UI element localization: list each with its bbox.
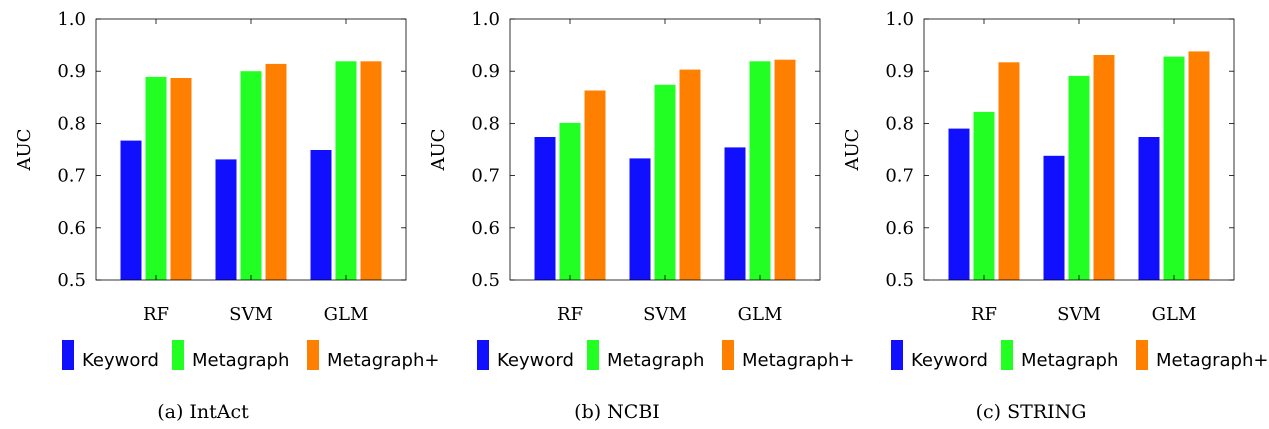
y-tick-label: 1.0 <box>57 9 86 30</box>
bar-rf-metagraph-plus <box>584 90 606 280</box>
legend-swatch <box>1136 340 1148 370</box>
bar-rf-keyword <box>120 140 142 280</box>
bar-rf-metagraph <box>145 76 167 281</box>
y-tick-label: 0.5 <box>885 270 914 291</box>
subfigure-caption: (a) IntAct <box>157 401 249 423</box>
x-tick-label: RF <box>557 304 583 325</box>
legend-swatch <box>172 340 184 370</box>
y-tick-label: 0.7 <box>57 166 86 187</box>
bar-glm-metagraph-plus <box>774 59 796 281</box>
bar-glm-keyword <box>1138 137 1160 280</box>
chart-panel-1: 0.5 0.6 0.7 0.8 0.9 1.0 RF SVM GLM AUC Keyword Meta… <box>14 9 439 423</box>
y-tick-label: 0.9 <box>885 61 914 82</box>
y-tick-label: 0.9 <box>471 61 500 82</box>
bar-svm-keyword <box>1043 155 1065 280</box>
legend-label: Metagraph <box>1021 350 1118 371</box>
y-tick-label: 0.5 <box>471 270 500 291</box>
y-tick-label: 1.0 <box>471 9 500 30</box>
legend-swatch <box>1001 340 1013 370</box>
legend-label: Keyword <box>911 350 988 371</box>
legend: Keyword Metagraph Metagraph+ <box>477 340 854 371</box>
x-tick-label: GLM <box>1152 304 1197 325</box>
bar-rf-metagraph-plus <box>998 62 1020 280</box>
legend-swatch <box>62 340 74 370</box>
legend-label: Metagraph <box>192 350 289 371</box>
bar-rf-metagraph <box>559 122 581 281</box>
legend-label: Keyword <box>82 350 159 371</box>
y-axis-label: AUC <box>14 129 35 172</box>
legend-swatch <box>587 340 599 370</box>
y-tick-label: 1.0 <box>885 9 914 30</box>
bar-svm-metagraph-plus <box>265 63 287 281</box>
bar-rf-keyword <box>948 128 970 280</box>
x-tick-label: RF <box>971 304 997 325</box>
bar-glm-keyword <box>724 147 746 280</box>
y-tick-label: 0.7 <box>885 166 914 187</box>
chart-panel-3: 0.5 0.6 0.7 0.8 0.9 1.0 RF SVM GLM AUC Keyword Meta… <box>842 9 1268 423</box>
bar-svm-metagraph <box>240 71 262 280</box>
bar-rf-metagraph-plus <box>170 78 192 280</box>
y-tick-label: 0.6 <box>57 218 86 239</box>
x-tick-label: SVM <box>643 304 687 325</box>
bar-svm-metagraph-plus <box>1093 55 1115 280</box>
legend-swatch <box>891 340 903 370</box>
x-tick-label: GLM <box>738 304 783 325</box>
legend: Keyword Metagraph Metagraph+ <box>62 340 439 371</box>
bar-svm-keyword <box>215 159 237 280</box>
y-tick-label: 0.8 <box>885 113 914 134</box>
y-axis-label: AUC <box>842 129 863 172</box>
y-tick-label: 0.6 <box>885 218 914 239</box>
subfigure-caption: (c) STRING <box>976 401 1087 423</box>
bar-svm-metagraph <box>1068 75 1090 281</box>
y-axis-label: AUC <box>428 129 449 172</box>
bar-glm-metagraph-plus <box>1188 51 1210 281</box>
bar-rf-metagraph <box>973 111 995 281</box>
legend-label: Metagraph+ <box>327 350 439 371</box>
legend-swatch <box>307 340 319 370</box>
bar-glm-metagraph <box>335 61 357 280</box>
bar-glm-metagraph <box>749 61 771 280</box>
x-tick-label: SVM <box>229 304 273 325</box>
y-tick-label: 0.5 <box>57 270 86 291</box>
y-tick-label: 0.8 <box>471 113 500 134</box>
chart-panel-2: 0.5 0.6 0.7 0.8 0.9 1.0 RF SVM GLM AUC Keyword Meta… <box>428 9 854 423</box>
y-tick-label: 0.9 <box>57 61 86 82</box>
y-tick-label: 0.7 <box>471 166 500 187</box>
y-tick-label: 0.6 <box>471 218 500 239</box>
subfigure-caption: (b) NCBI <box>574 401 660 423</box>
legend: Keyword Metagraph Metagraph+ <box>891 340 1268 371</box>
legend-swatch <box>477 340 489 370</box>
bar-glm-metagraph <box>1163 56 1185 280</box>
bar-rf-keyword <box>534 137 556 280</box>
bar-glm-keyword <box>310 150 332 280</box>
x-tick-label: GLM <box>324 304 369 325</box>
legend-label: Metagraph+ <box>742 350 854 371</box>
x-tick-label: SVM <box>1057 304 1101 325</box>
bar-glm-metagraph-plus <box>360 61 382 280</box>
bar-svm-metagraph <box>654 84 676 280</box>
x-tick-label: RF <box>143 304 169 325</box>
bar-svm-keyword <box>629 158 651 280</box>
legend-swatch <box>722 340 734 370</box>
bar-svm-metagraph-plus <box>679 69 701 280</box>
legend-label: Metagraph+ <box>1156 350 1268 371</box>
legend-label: Keyword <box>497 350 574 371</box>
y-tick-label: 0.8 <box>57 113 86 134</box>
legend-label: Metagraph <box>607 350 704 371</box>
